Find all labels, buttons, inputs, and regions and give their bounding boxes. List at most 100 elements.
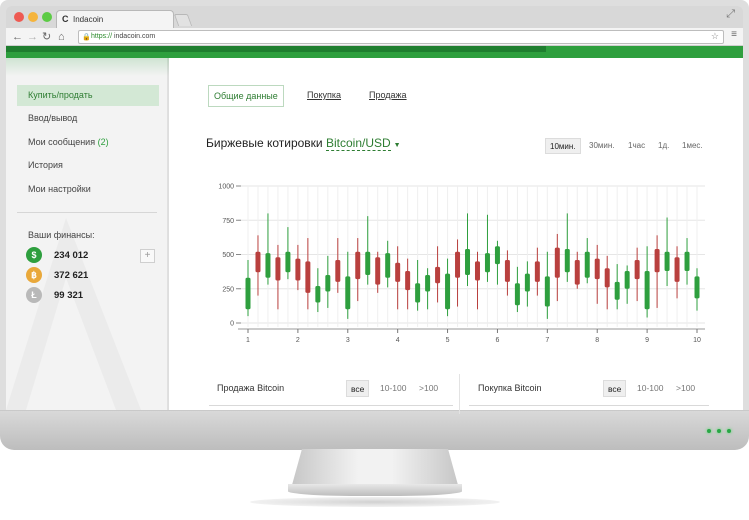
menu-icon[interactable]: ≡	[731, 29, 737, 40]
timeframe-10min[interactable]: 10мин.	[545, 138, 581, 154]
y-tick-label: 1000	[218, 184, 234, 191]
buy-table-header	[469, 405, 709, 406]
main-content: Общие данные Покупка Продажа Биржевые ко…	[169, 58, 743, 414]
buy-filter-all[interactable]: все	[603, 380, 627, 397]
forward-arrow-icon[interactable]: →	[27, 31, 38, 43]
sidebar-item-settings[interactable]: Мои настройки	[17, 179, 159, 200]
sidebar: Купить/продать Ввод/вывод Мои сообщения …	[6, 58, 168, 410]
candle-body	[265, 253, 271, 278]
x-tick-label: 10	[693, 337, 701, 344]
timeframe-30min[interactable]: 30мин.	[589, 141, 615, 150]
sidebar-item-buy-sell[interactable]: Купить/продать	[17, 85, 159, 106]
candle-body	[584, 251, 590, 278]
candle-body	[694, 276, 700, 299]
candle-body	[425, 275, 431, 292]
sidebar-item-label: Ввод/вывод	[28, 113, 78, 123]
candle-body	[275, 257, 281, 281]
candle-body	[345, 276, 351, 310]
quotes-heading: Биржевые котировки Bitcoin/USD ▼	[206, 136, 401, 151]
sidebar-item-label: Купить/продать	[28, 90, 93, 100]
maximize-window-icon[interactable]	[42, 12, 52, 22]
candle-body	[624, 270, 630, 289]
back-arrow-icon[interactable]: ←	[12, 31, 23, 43]
buy-filter-over-100[interactable]: >100	[676, 383, 696, 393]
sidebar-item-label: История	[28, 160, 63, 170]
candle-body	[514, 283, 520, 306]
browser-titlebar: C Indacoin ⤢	[6, 6, 743, 28]
candle-body	[534, 261, 540, 282]
candle-body	[375, 257, 381, 285]
candle-body	[474, 261, 480, 281]
candle-body	[654, 249, 660, 273]
candle-body	[395, 262, 401, 282]
candle-body	[554, 247, 560, 278]
fullscreen-icon[interactable]: ⤢	[726, 8, 735, 20]
x-tick-label: 3	[346, 337, 350, 344]
btc-balance: 372 621	[54, 270, 89, 281]
y-tick-label: 750	[222, 218, 234, 225]
candle-body	[445, 273, 451, 310]
url-protocol: https://	[91, 33, 113, 40]
sidebar-item-deposit-withdraw[interactable]: Ввод/вывод	[17, 108, 159, 129]
timeframe-1hour[interactable]: 1час	[628, 141, 646, 150]
tab-sell[interactable]: Продажа	[369, 90, 407, 100]
candle-body	[295, 258, 301, 281]
candle-body	[674, 257, 680, 282]
buy-filter-10-100[interactable]: 10-100	[637, 383, 664, 393]
candle-body	[305, 261, 311, 293]
home-icon[interactable]: ⌂	[58, 31, 65, 43]
candle-body	[405, 270, 411, 291]
timeframe-1day[interactable]: 1д.	[658, 141, 670, 150]
x-tick-label: 6	[495, 337, 499, 344]
x-tick-label: 7	[545, 337, 549, 344]
sell-filter-over-100[interactable]: >100	[419, 383, 439, 393]
chevron-down-icon[interactable]: ▼	[393, 142, 401, 149]
candle-body	[315, 286, 321, 303]
candle-body	[504, 259, 510, 282]
browser-tab[interactable]: C Indacoin	[56, 10, 174, 28]
sidebar-item-label: Мои сообщения	[28, 137, 96, 147]
add-funds-button[interactable]: +	[140, 249, 155, 263]
indicator-led	[717, 429, 721, 433]
candle-body	[574, 259, 580, 285]
candle-body	[594, 258, 600, 280]
tab-buy[interactable]: Покупка	[307, 90, 342, 100]
bitcoin-coin-icon: ฿	[26, 267, 42, 283]
sell-filter-all[interactable]: все	[346, 380, 370, 397]
candle-body	[435, 266, 441, 284]
candle-body	[684, 251, 690, 271]
candle-body	[564, 249, 570, 273]
tab-title: Indacoin	[73, 15, 104, 24]
currency-pair-dropdown[interactable]: Bitcoin/USD	[325, 136, 391, 151]
sidebar-item-messages[interactable]: Мои сообщения (2)	[17, 132, 159, 153]
buy-orders-title: Покупка Bitcoin	[478, 383, 542, 393]
candle-body	[465, 249, 471, 276]
address-bar[interactable]: 🔒 https:// indacoin.com ☆	[78, 30, 724, 44]
sidebar-item-history[interactable]: История	[17, 155, 159, 176]
stand-shadow	[250, 497, 500, 507]
x-tick-label: 1	[246, 337, 250, 344]
monitor-stand-neck	[292, 449, 458, 485]
minimize-window-icon[interactable]	[28, 12, 38, 22]
tab-general-data[interactable]: Общие данные	[208, 85, 284, 107]
candlestick-chart: 0 250 500 750 1000 1 2 3 4 5 6 7 8 9 10	[218, 184, 705, 344]
sell-orders-title: Продажа Bitcoin	[217, 383, 285, 393]
candle-body	[455, 251, 461, 278]
close-window-icon[interactable]	[14, 12, 24, 22]
url-domain: indacoin.com	[113, 33, 156, 40]
candle-body	[365, 251, 371, 276]
sell-filter-10-100[interactable]: 10-100	[380, 383, 407, 393]
y-tick-label: 0	[230, 321, 234, 328]
sell-table-header	[209, 405, 453, 406]
monitor-stand-base	[288, 484, 462, 496]
reload-icon[interactable]: ↻	[42, 31, 52, 43]
timeframe-1month[interactable]: 1мес.	[682, 141, 703, 150]
x-tick-label: 5	[446, 337, 450, 344]
candle-body	[524, 273, 530, 292]
new-tab-button[interactable]	[173, 14, 193, 26]
star-icon[interactable]: ☆	[710, 31, 719, 41]
candle-body	[614, 281, 620, 300]
monitor-chin	[0, 410, 749, 450]
x-tick-label: 4	[396, 337, 400, 344]
candle-body	[604, 268, 610, 288]
